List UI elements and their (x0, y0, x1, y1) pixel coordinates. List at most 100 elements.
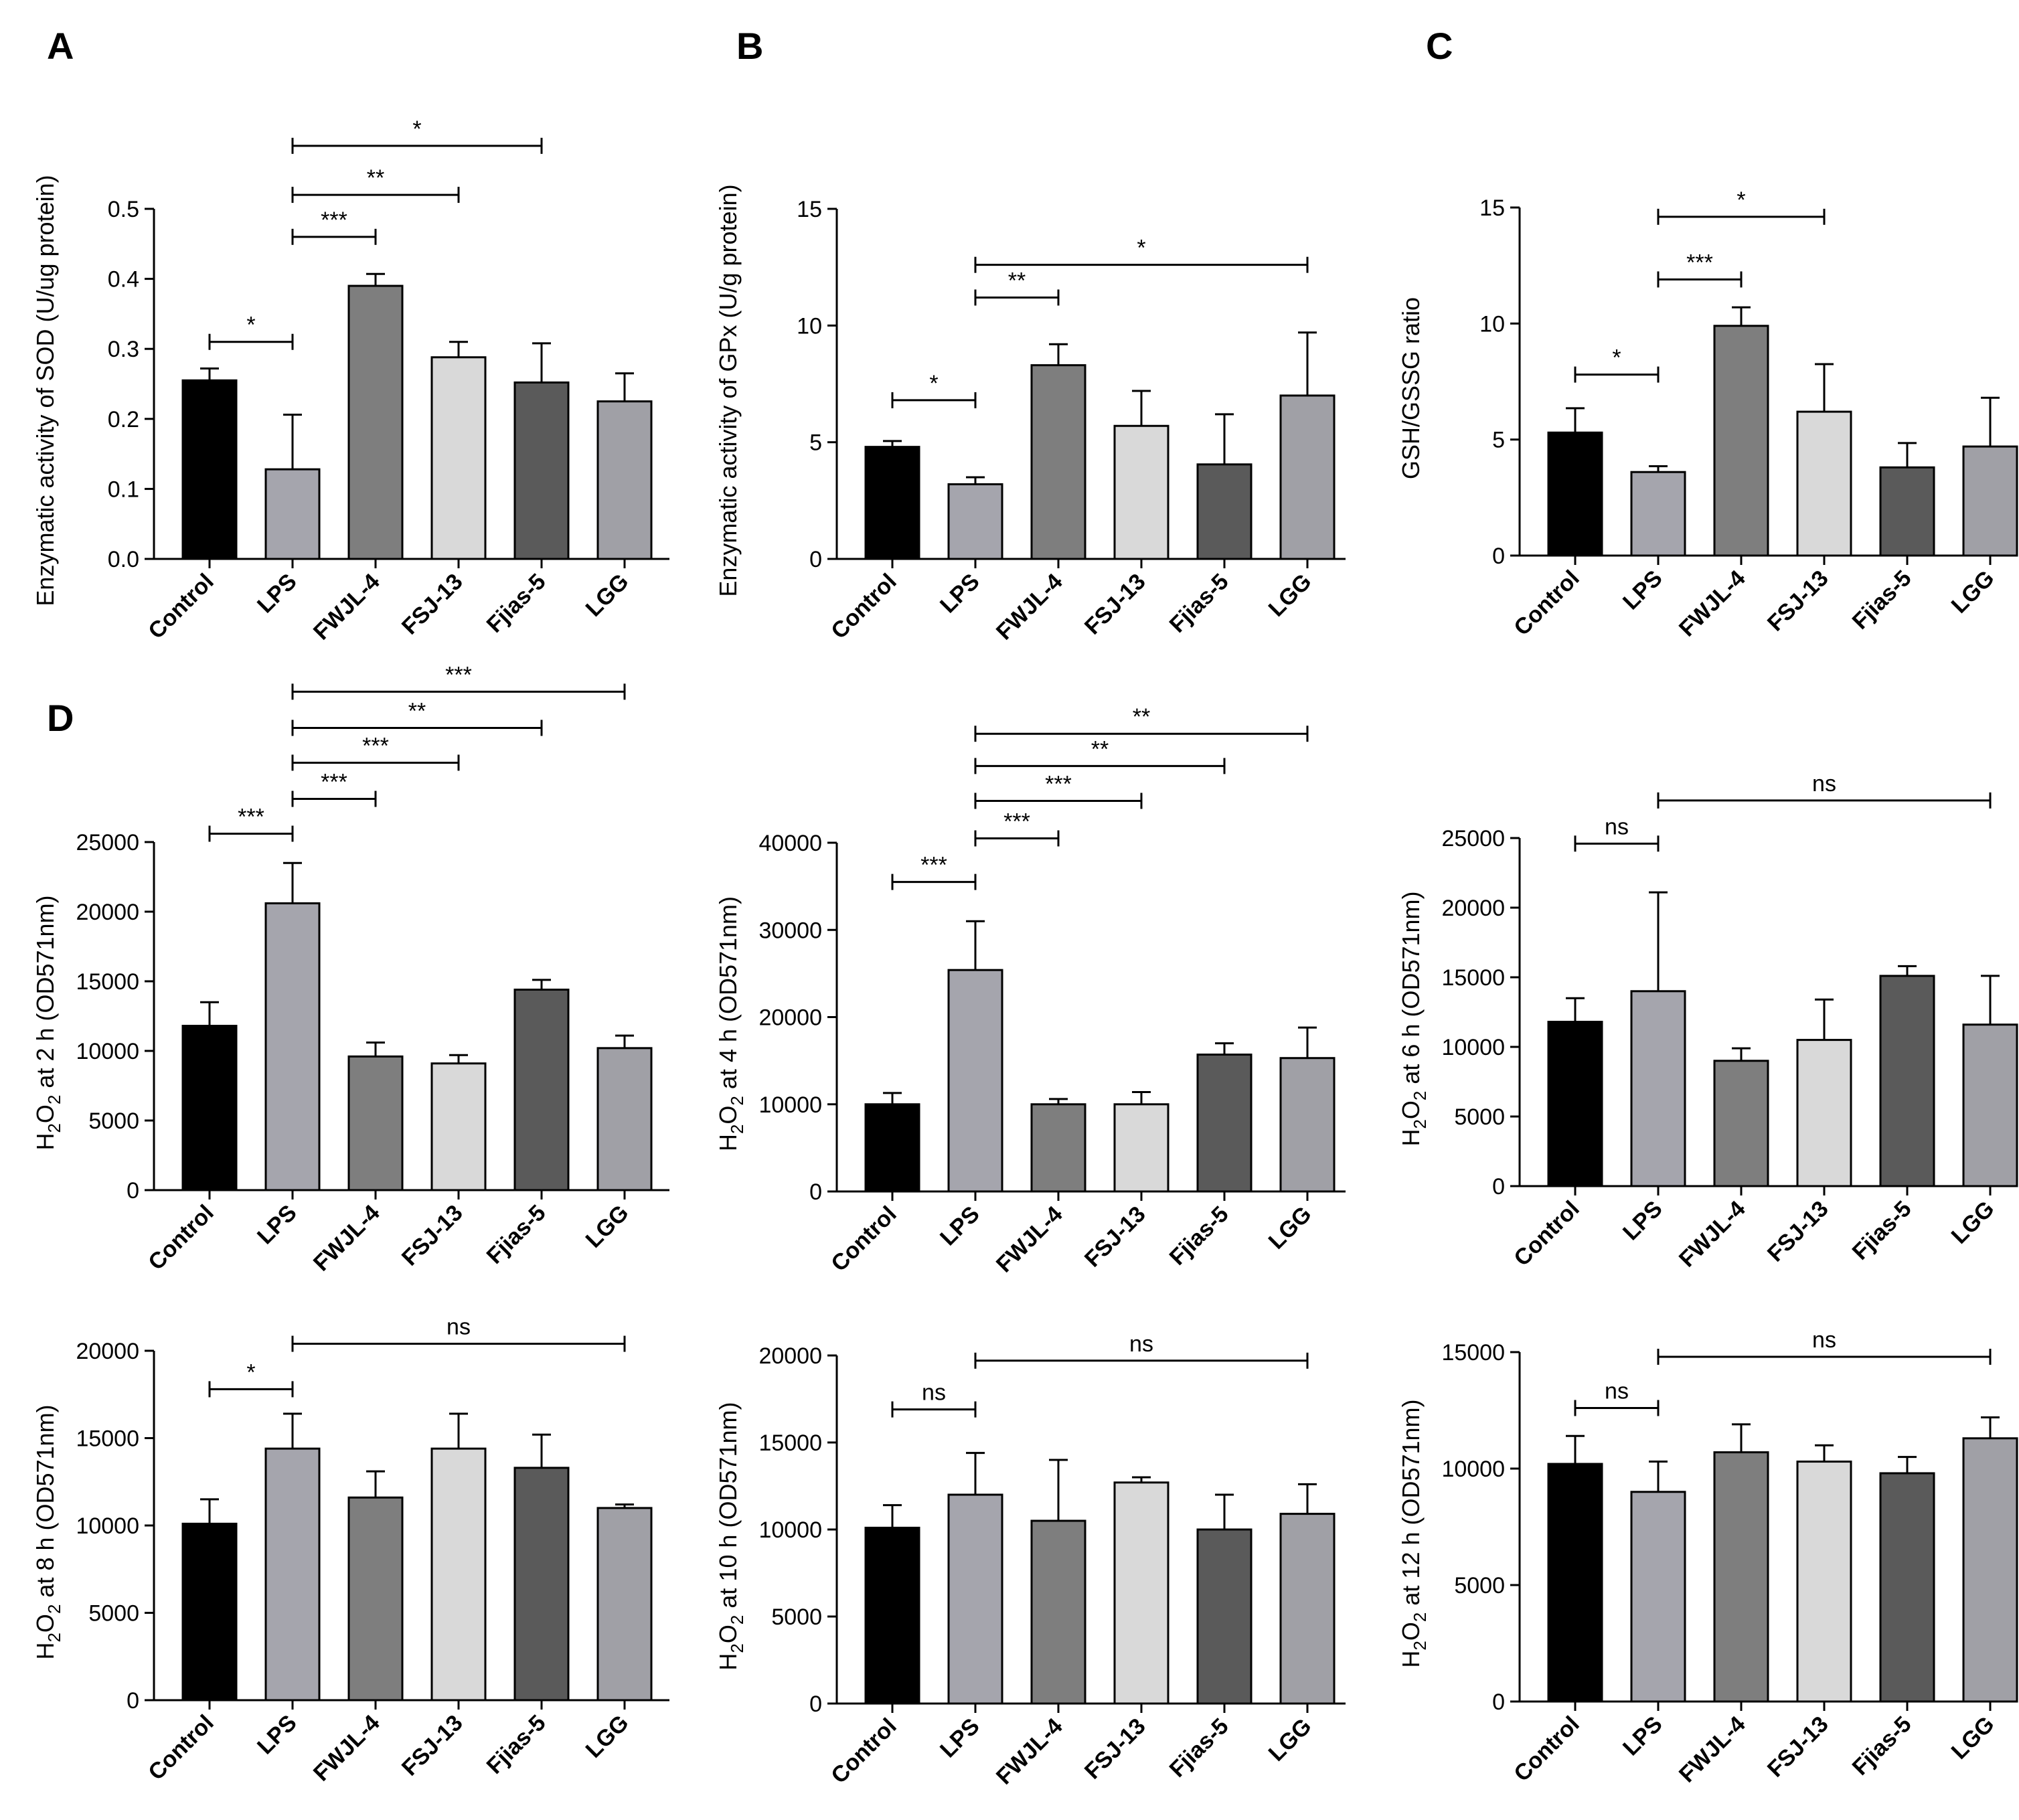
bar (430, 356, 487, 560)
category-label: FWJL-4 (309, 1710, 385, 1787)
significance-label: ns (922, 1380, 946, 1406)
y-axis-label-part: H (31, 1133, 59, 1151)
bar (1030, 1519, 1086, 1705)
significance-label: *** (1686, 250, 1713, 275)
bar (1713, 1451, 1769, 1703)
category-label: LPS (935, 1714, 985, 1763)
bar (181, 379, 238, 560)
category-label: LPS (935, 569, 985, 618)
y-axis-label: H2O2 at 12 h (OD571nm) (1397, 1399, 1430, 1667)
significance-label: *** (321, 208, 347, 233)
category-label: Fjias-5 (482, 1200, 551, 1269)
bar (1279, 1057, 1336, 1193)
y-tick-label: 0 (1492, 1689, 1505, 1715)
y-axis-label-part: H (714, 1653, 742, 1671)
y-tick-label: 0 (809, 1179, 822, 1205)
significance-label: ns (447, 1315, 471, 1340)
y-tick-label: 10000 (758, 1517, 822, 1543)
y-tick-label: 10 (1479, 311, 1505, 337)
bar (1196, 1054, 1253, 1193)
significance-label: * (1737, 187, 1745, 213)
panel-letter-b: B (736, 25, 763, 67)
y-axis-label-part: 2 (1410, 1612, 1430, 1622)
significance-label: ** (408, 698, 426, 724)
bar (864, 1103, 920, 1193)
category-label: FWJL-4 (991, 569, 1068, 645)
bar (947, 483, 1003, 560)
y-tick-label: 10000 (758, 1092, 822, 1118)
bar (596, 400, 653, 560)
category-label: Fjias-5 (1848, 1196, 1917, 1265)
bar (1796, 410, 1852, 557)
bar (1547, 1463, 1603, 1703)
y-axis-label: GSH/GSSG ratio (1397, 297, 1425, 479)
category-label: LGG (581, 569, 634, 622)
y-tick-label: 5000 (88, 1108, 139, 1134)
y-tick-label: 25000 (76, 830, 139, 855)
bar (1879, 1472, 1935, 1703)
y-tick-label: 5 (1492, 428, 1505, 453)
significance-label: *** (1003, 809, 1030, 834)
y-tick-label: 5000 (1454, 1573, 1505, 1598)
y-tick-label: 20000 (76, 900, 139, 925)
category-label: LPS (252, 1710, 302, 1760)
y-tick-label: 10000 (1441, 1457, 1505, 1482)
charts-group: 0.0 0.1 0.2 0.3 0.4 0.5 Enzymatic activity of … (31, 116, 2018, 1790)
y-tick-label: 10000 (1441, 1035, 1505, 1060)
category-label: Control (826, 1202, 901, 1276)
significance-label: * (246, 313, 255, 338)
y-axis-label-part: at 2 h (OD571nm) (31, 895, 59, 1094)
category-label: LGG (1947, 1196, 2000, 1249)
y-tick-label: 10000 (76, 1039, 139, 1064)
category-label: FWJL-4 (1674, 566, 1751, 642)
category-label: Fjias-5 (1165, 1714, 1234, 1783)
category-label: Control (1509, 1196, 1584, 1271)
y-tick-label: 5000 (1454, 1104, 1505, 1130)
bar (947, 1493, 1003, 1705)
y-axis-label-part: 2 (44, 1123, 64, 1133)
bar (1713, 325, 1769, 557)
category-label: Fjias-5 (1848, 1712, 1917, 1781)
panel-letter-a: A (47, 25, 74, 67)
category-label: FWJL-4 (991, 1714, 1068, 1790)
y-tick-label: 15000 (76, 969, 139, 995)
category-label: LGG (1264, 1202, 1317, 1254)
y-tick-label: 5000 (771, 1604, 822, 1630)
bar (1030, 364, 1086, 560)
y-tick-label: 15 (1479, 195, 1505, 221)
bar (864, 446, 920, 560)
y-tick-label: 0.3 (108, 337, 139, 362)
bar (430, 1447, 487, 1702)
y-axis-label: H2O2 at 10 h (OD571nm) (714, 1402, 747, 1670)
bar (596, 1047, 653, 1191)
bar (596, 1507, 653, 1702)
category-label: Fjias-5 (482, 569, 551, 638)
y-tick-label: 20000 (1441, 896, 1505, 921)
y-tick-label: 0 (127, 1178, 139, 1204)
y-tick-label: 10 (797, 313, 822, 339)
y-axis-label-part: O (714, 1106, 742, 1125)
y-axis-label: H2O2 at 8 h (OD571nm) (31, 1404, 64, 1659)
bar (1713, 1060, 1769, 1187)
y-axis-label: H2O2 at 6 h (OD571nm) (1397, 891, 1430, 1146)
panel-letter-c: C (1426, 25, 1453, 67)
bar (1962, 1023, 2018, 1187)
y-axis-label-part: 2 (1410, 1641, 1430, 1650)
category-label: FSJ-13 (1080, 1714, 1151, 1785)
category-label: FSJ-13 (1080, 569, 1151, 640)
y-tick-label: 20000 (76, 1339, 139, 1364)
bar (513, 381, 570, 560)
y-axis-label-part: 2 (1410, 1091, 1430, 1100)
category-label: Control (1509, 566, 1584, 641)
y-tick-label: 0 (1492, 1174, 1505, 1199)
chart-c: 0 5 10 15 GSH/GSSG ratio Control LPS FWJL-4 FSJ-… (1397, 187, 2018, 642)
category-label: Fjias-5 (1848, 566, 1917, 635)
category-label: LGG (1264, 1714, 1317, 1766)
category-label: LPS (1618, 566, 1668, 615)
y-axis-label: H2O2 at 4 h (OD571nm) (714, 896, 747, 1151)
category-label: Control (826, 569, 901, 644)
significance-label: ** (1008, 268, 1026, 293)
category-label: Control (143, 1200, 218, 1275)
